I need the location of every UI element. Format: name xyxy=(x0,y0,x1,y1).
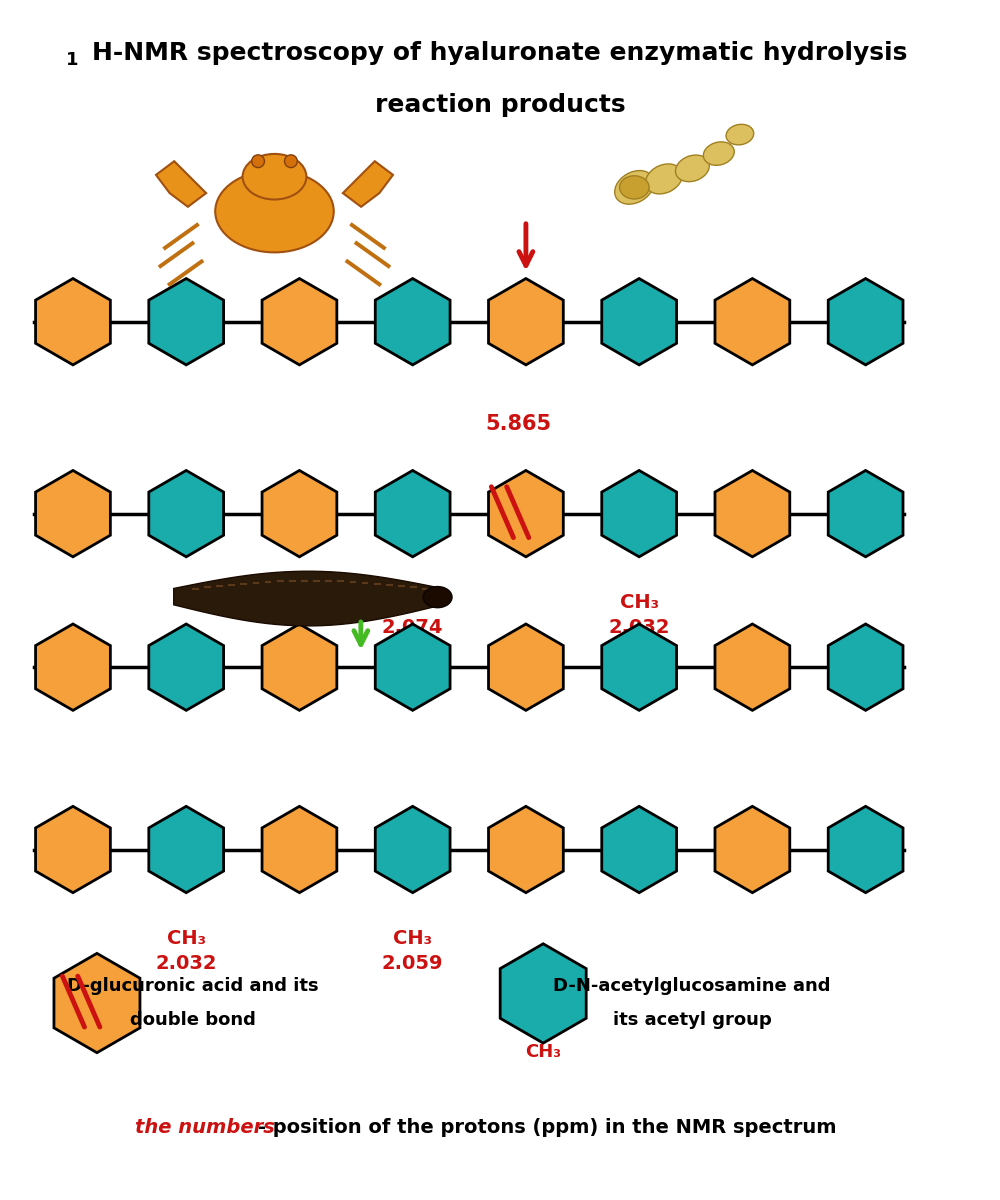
Text: 1: 1 xyxy=(66,52,79,70)
Text: D-N-acetylglucosamine and: D-N-acetylglucosamine and xyxy=(553,977,831,995)
Text: H-NMR spectroscopy of hyaluronate enzymatic hydrolysis: H-NMR spectroscopy of hyaluronate enzyma… xyxy=(92,42,908,66)
Text: double bond: double bond xyxy=(130,1012,256,1030)
Polygon shape xyxy=(602,624,677,710)
Polygon shape xyxy=(489,470,563,557)
Text: 2.059: 2.059 xyxy=(382,954,443,973)
Circle shape xyxy=(252,155,264,168)
Polygon shape xyxy=(262,624,337,710)
Polygon shape xyxy=(36,624,110,710)
Polygon shape xyxy=(375,278,450,365)
Ellipse shape xyxy=(675,155,709,181)
Polygon shape xyxy=(500,943,586,1043)
Polygon shape xyxy=(343,161,393,206)
Polygon shape xyxy=(375,806,450,893)
Ellipse shape xyxy=(615,170,654,204)
Polygon shape xyxy=(715,470,790,557)
Ellipse shape xyxy=(726,125,754,145)
Polygon shape xyxy=(715,806,790,893)
Polygon shape xyxy=(262,470,337,557)
Ellipse shape xyxy=(215,170,334,252)
Polygon shape xyxy=(489,806,563,893)
Ellipse shape xyxy=(620,175,649,199)
Text: 2.032: 2.032 xyxy=(608,618,670,637)
Text: CH₃: CH₃ xyxy=(620,593,659,612)
Polygon shape xyxy=(262,278,337,365)
Text: CH₃: CH₃ xyxy=(393,929,432,948)
Polygon shape xyxy=(715,624,790,710)
Ellipse shape xyxy=(423,587,452,607)
Polygon shape xyxy=(36,278,110,365)
Polygon shape xyxy=(262,806,337,893)
Text: 2.074: 2.074 xyxy=(382,618,443,637)
Text: CH₃: CH₃ xyxy=(167,929,206,948)
Text: CH₃: CH₃ xyxy=(525,1043,561,1061)
Polygon shape xyxy=(828,278,903,365)
Polygon shape xyxy=(828,806,903,893)
Polygon shape xyxy=(489,278,563,365)
Text: the numbers: the numbers xyxy=(135,1118,275,1138)
Polygon shape xyxy=(149,278,224,365)
Text: CH₃: CH₃ xyxy=(393,593,432,612)
Polygon shape xyxy=(149,806,224,893)
Polygon shape xyxy=(54,953,140,1052)
Polygon shape xyxy=(828,470,903,557)
Ellipse shape xyxy=(646,164,682,194)
Polygon shape xyxy=(149,470,224,557)
Polygon shape xyxy=(489,624,563,710)
Polygon shape xyxy=(36,470,110,557)
Text: D-glucuronic acid and its: D-glucuronic acid and its xyxy=(67,977,319,995)
Polygon shape xyxy=(715,278,790,365)
Polygon shape xyxy=(149,624,224,710)
Polygon shape xyxy=(602,278,677,365)
Text: its acetyl group: its acetyl group xyxy=(613,1012,771,1030)
Text: reaction products: reaction products xyxy=(375,94,625,118)
Polygon shape xyxy=(375,624,450,710)
Ellipse shape xyxy=(703,142,734,166)
Polygon shape xyxy=(375,470,450,557)
Text: 5.865: 5.865 xyxy=(485,414,551,434)
Circle shape xyxy=(285,155,297,168)
Polygon shape xyxy=(602,470,677,557)
Text: 2.032: 2.032 xyxy=(155,954,217,973)
Polygon shape xyxy=(602,806,677,893)
Ellipse shape xyxy=(243,154,306,199)
Polygon shape xyxy=(36,806,110,893)
Polygon shape xyxy=(174,571,442,626)
Polygon shape xyxy=(156,161,206,206)
Text: - position of the protons (ppm) in the NMR spectrum: - position of the protons (ppm) in the N… xyxy=(258,1118,837,1138)
Polygon shape xyxy=(828,624,903,710)
